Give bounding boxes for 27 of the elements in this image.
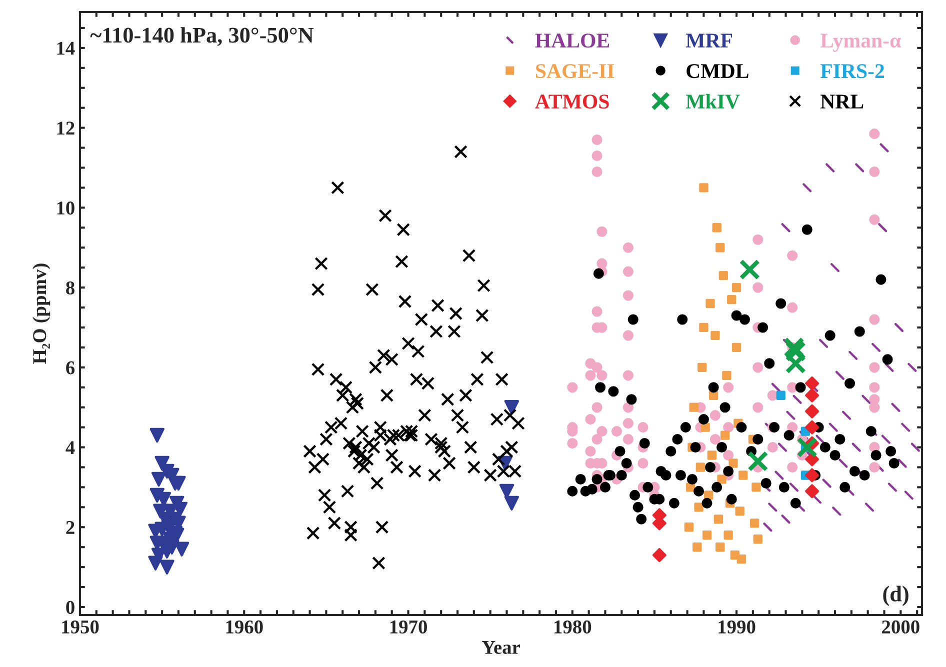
x-tick-label: 1970	[390, 620, 427, 634]
y-tick-label: 6	[66, 361, 75, 374]
annotation: (d)	[883, 586, 908, 606]
text: ~110-140 hPa, 30°-50°N	[90, 27, 314, 46]
legend-label: Lyman-α	[820, 34, 901, 52]
legend-label: NRL	[820, 94, 864, 108]
legend-label: MRF	[686, 34, 732, 48]
y-tick-label: 10	[57, 201, 74, 215]
y-tick-label: 0	[66, 600, 74, 614]
legend-label: MkIV	[686, 94, 740, 109]
legend-label: HALOE	[535, 34, 610, 48]
y-axis-title: H₂O (ppmv)	[32, 264, 50, 364]
legend-label: CMDL	[686, 64, 748, 78]
legend-label: ATMOS	[535, 94, 609, 109]
x-tick-label: 1960	[226, 620, 263, 634]
y-tick-label: 14	[57, 42, 75, 55]
x-tick-label: 1990	[718, 620, 756, 634]
legend-label: SAGE-II	[536, 64, 614, 78]
y-tick-label: 4	[66, 441, 75, 454]
x-tick-label: 1950	[62, 620, 99, 634]
x-tick-label: 1980	[554, 620, 592, 634]
legend-label: FIRS-2	[820, 64, 884, 78]
y-tick-label: 12	[57, 122, 74, 135]
x-axis-title: Year	[482, 641, 520, 654]
y-tick-label: 8	[66, 281, 74, 294]
x-tick-label: 2000	[882, 620, 920, 634]
y-tick-label: 2	[66, 521, 74, 534]
